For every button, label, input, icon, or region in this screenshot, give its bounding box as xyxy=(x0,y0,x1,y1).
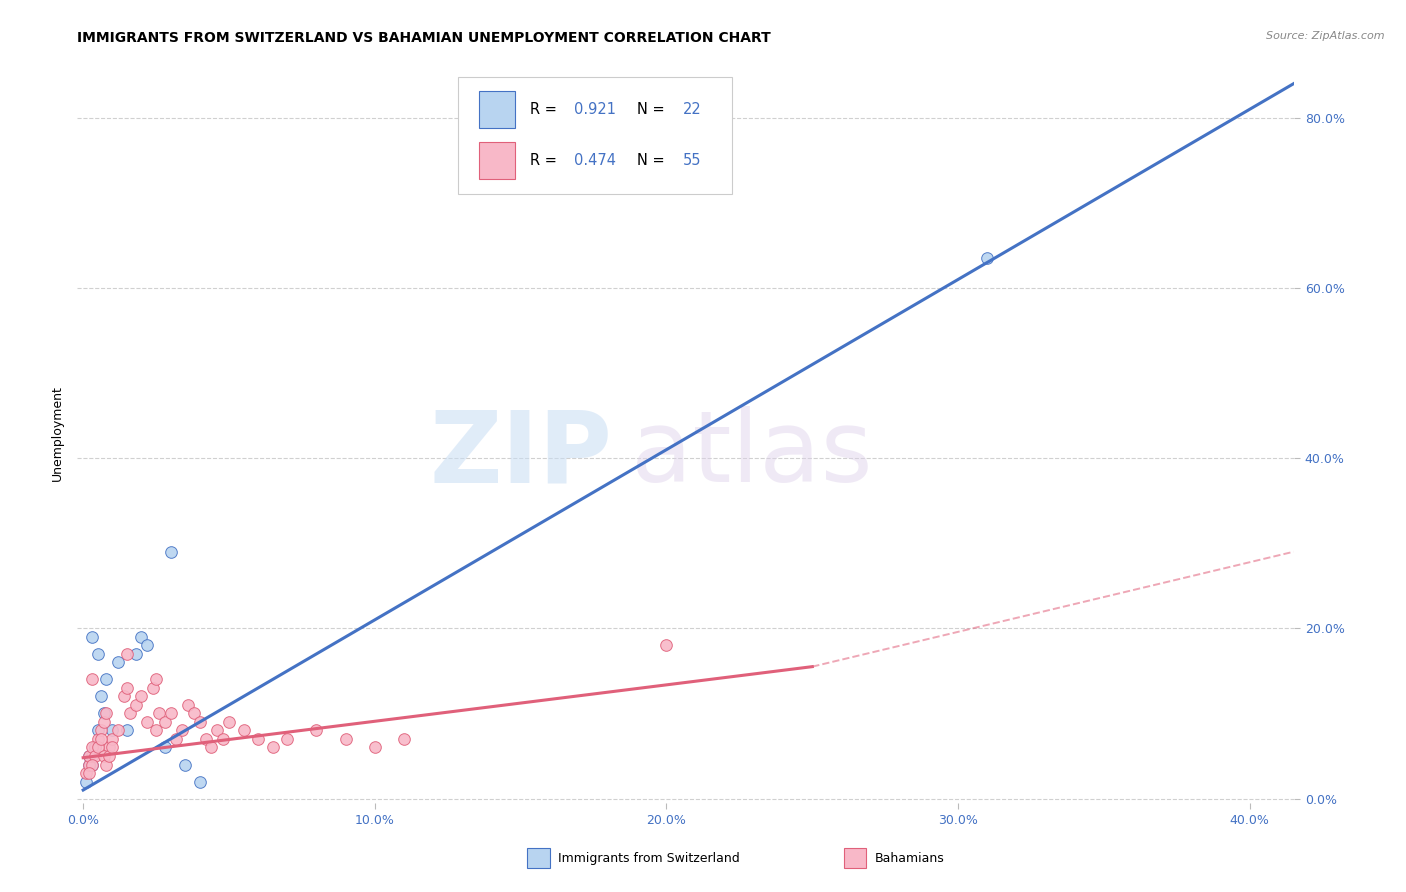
Point xyxy=(153,740,176,755)
Text: N =: N = xyxy=(637,153,669,169)
Point xyxy=(364,740,387,755)
Text: 0.474: 0.474 xyxy=(574,153,616,169)
Point xyxy=(101,731,124,746)
Point xyxy=(83,740,105,755)
Point xyxy=(194,731,217,746)
Point xyxy=(87,731,110,746)
Y-axis label: Unemployment: Unemployment xyxy=(51,384,65,481)
Point xyxy=(153,714,176,729)
Point xyxy=(75,766,97,780)
Point xyxy=(207,723,229,738)
Point xyxy=(93,714,115,729)
Point xyxy=(172,723,194,738)
Point xyxy=(80,757,103,772)
Point xyxy=(93,706,115,721)
Point xyxy=(183,706,205,721)
Point xyxy=(101,723,124,738)
Point xyxy=(131,690,153,704)
Point xyxy=(232,723,254,738)
Point xyxy=(124,698,146,712)
Point xyxy=(115,681,138,695)
Point xyxy=(107,723,129,738)
Point xyxy=(77,757,100,772)
Point xyxy=(115,647,138,661)
Point xyxy=(112,690,135,704)
Text: R =: R = xyxy=(530,102,561,117)
Text: Immigrants from Switzerland: Immigrants from Switzerland xyxy=(558,852,740,864)
Point xyxy=(174,757,197,772)
Point xyxy=(131,630,153,644)
Point xyxy=(136,639,159,653)
Point xyxy=(166,731,188,746)
Text: R =: R = xyxy=(530,153,561,169)
Point xyxy=(212,731,235,746)
Point xyxy=(87,740,110,755)
Text: Source: ZipAtlas.com: Source: ZipAtlas.com xyxy=(1267,31,1385,41)
Point xyxy=(75,774,97,789)
Point xyxy=(80,630,103,644)
Point xyxy=(159,545,181,559)
Point xyxy=(148,706,170,721)
Point xyxy=(115,723,138,738)
Point xyxy=(136,714,159,729)
Point xyxy=(77,749,100,764)
Point xyxy=(101,740,124,755)
Point xyxy=(80,757,103,772)
Point xyxy=(145,723,167,738)
Point xyxy=(276,731,298,746)
Point xyxy=(188,714,211,729)
Point xyxy=(655,639,678,653)
Text: N =: N = xyxy=(637,102,669,117)
Text: 55: 55 xyxy=(683,153,702,169)
Point xyxy=(93,749,115,764)
Point xyxy=(96,673,118,687)
Point xyxy=(177,698,200,712)
Point xyxy=(77,749,100,764)
Text: ZIP: ZIP xyxy=(430,407,613,503)
Point xyxy=(83,740,105,755)
Point xyxy=(87,647,110,661)
Point xyxy=(96,757,118,772)
Point xyxy=(118,706,141,721)
Point xyxy=(90,731,112,746)
Point xyxy=(80,740,103,755)
Point xyxy=(188,774,211,789)
Point xyxy=(83,749,105,764)
Point xyxy=(976,251,998,265)
Point xyxy=(218,714,240,729)
Point xyxy=(77,766,100,780)
Point xyxy=(392,731,415,746)
FancyBboxPatch shape xyxy=(478,91,515,128)
Text: 22: 22 xyxy=(683,102,702,117)
Point xyxy=(98,749,121,764)
Text: 0.921: 0.921 xyxy=(574,102,616,117)
Point xyxy=(90,690,112,704)
Text: Bahamians: Bahamians xyxy=(875,852,945,864)
Point xyxy=(305,723,328,738)
Point xyxy=(335,731,357,746)
Point xyxy=(159,706,181,721)
Point xyxy=(98,740,121,755)
Point xyxy=(142,681,165,695)
FancyBboxPatch shape xyxy=(458,78,731,194)
Text: atlas: atlas xyxy=(631,407,872,503)
Point xyxy=(124,647,146,661)
Point xyxy=(87,723,110,738)
Point xyxy=(200,740,222,755)
Point xyxy=(80,749,103,764)
Point xyxy=(77,757,100,772)
Text: IMMIGRANTS FROM SWITZERLAND VS BAHAMIAN UNEMPLOYMENT CORRELATION CHART: IMMIGRANTS FROM SWITZERLAND VS BAHAMIAN … xyxy=(77,31,770,45)
FancyBboxPatch shape xyxy=(478,143,515,179)
Point xyxy=(96,706,118,721)
Point xyxy=(90,723,112,738)
Point xyxy=(247,731,270,746)
Point xyxy=(262,740,284,755)
Point xyxy=(145,673,167,687)
Point xyxy=(80,673,103,687)
Point xyxy=(107,656,129,670)
